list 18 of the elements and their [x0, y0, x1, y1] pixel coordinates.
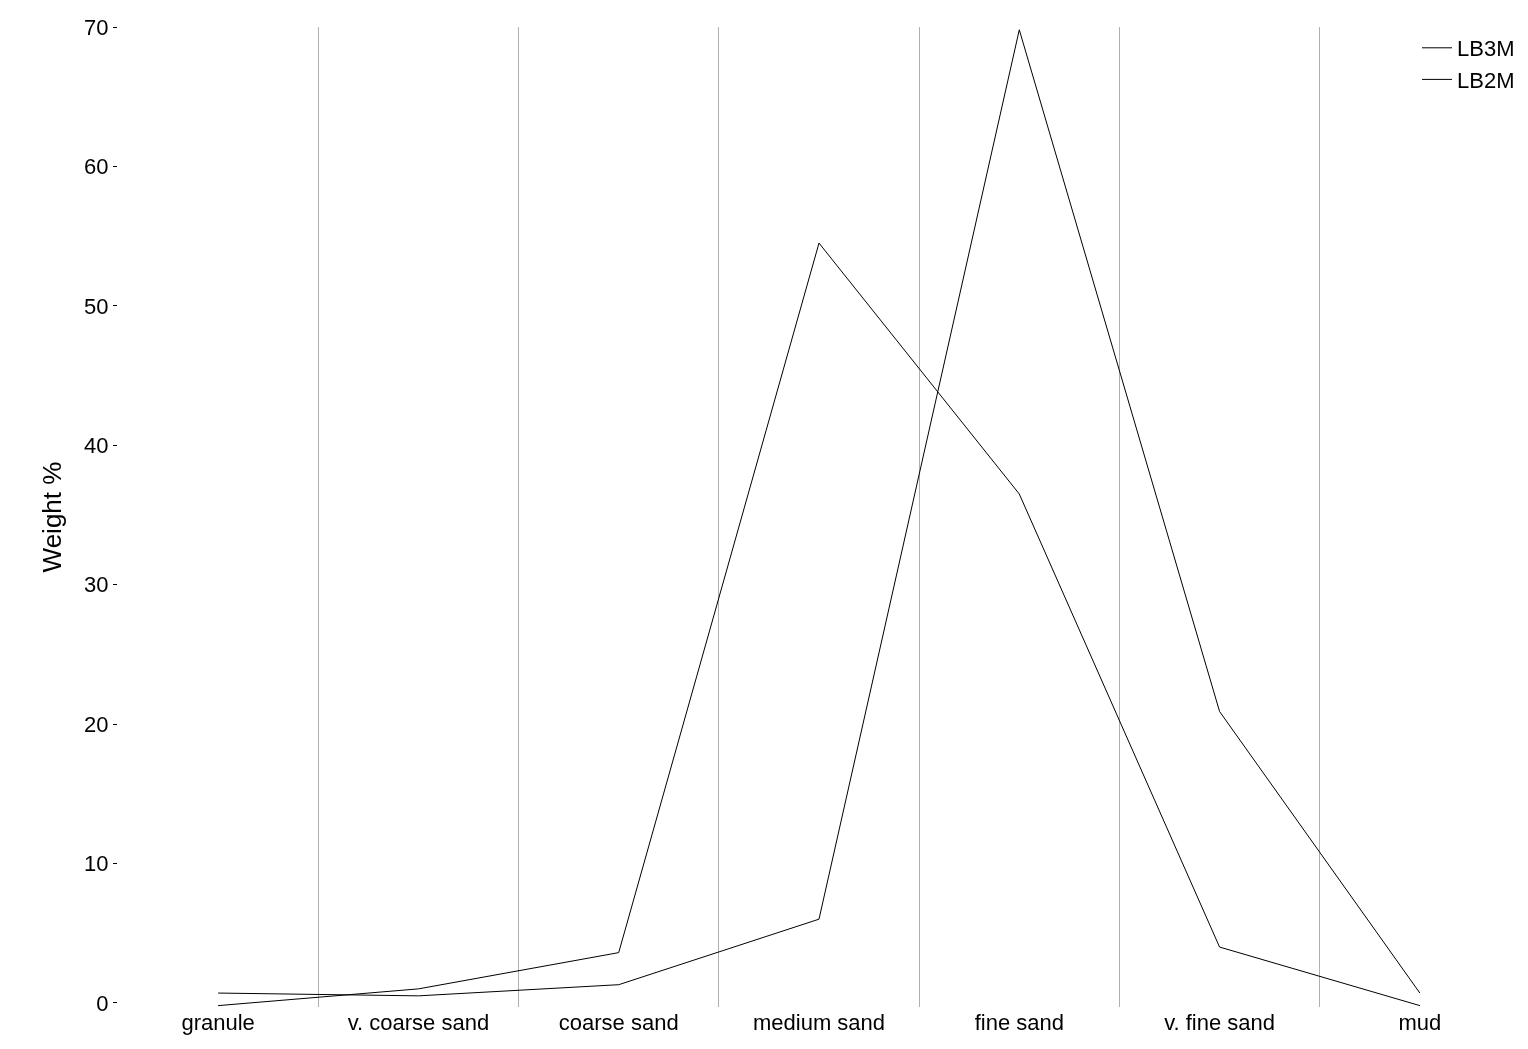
x-tick-label: coarse sand	[558, 1010, 679, 1035]
x-tick-label: fine sand	[974, 1010, 1064, 1035]
y-tick-label: 60	[84, 154, 109, 180]
legend-label: LB3M	[1457, 36, 1515, 62]
x-tick-label: granule	[181, 1010, 255, 1035]
y-tick-label: 70	[84, 14, 109, 40]
x-tick-label: v. fine sand	[1164, 1010, 1276, 1035]
y-axis-title: Weight %	[36, 461, 67, 573]
y-tick-label: 50	[84, 293, 109, 319]
y-tick-label: 10	[84, 851, 109, 877]
x-tick-label: mud	[1398, 1010, 1442, 1035]
x-tick-label: medium sand	[752, 1010, 886, 1035]
x-tick-label: v. coarse sand	[347, 1010, 490, 1035]
y-tick-label: 40	[84, 432, 109, 458]
y-tick-label: 20	[84, 711, 109, 737]
legend-label: LB2M	[1457, 67, 1515, 93]
y-tick-label: 0	[96, 990, 109, 1016]
y-tick-label: 30	[84, 572, 109, 598]
